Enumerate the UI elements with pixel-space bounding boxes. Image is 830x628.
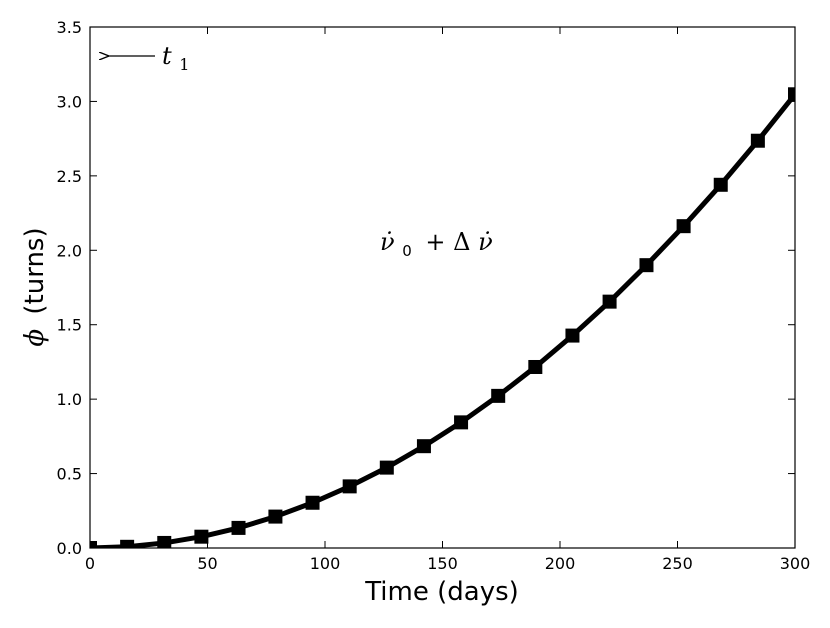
data-point-marker	[231, 520, 246, 535]
data-point-marker	[528, 359, 543, 374]
data-point-marker	[788, 87, 795, 102]
data-point-marker	[157, 535, 172, 548]
x-tick-label: 100	[310, 554, 341, 573]
y-tick-label: 0.5	[57, 465, 82, 484]
series-layer	[90, 87, 795, 548]
x-tick-label: 50	[197, 554, 217, 573]
t1-label-var: t	[162, 42, 172, 70]
data-point-marker	[750, 133, 765, 148]
series-line	[90, 92, 795, 548]
y-tick-label: 2.0	[57, 241, 82, 260]
y-tick-label: 1.0	[57, 390, 82, 409]
x-axis-title: Time (days)	[364, 577, 519, 607]
formula-annotation: ν̇ 0 + Δ ν̇	[380, 228, 493, 262]
x-tick-label: 250	[662, 554, 693, 573]
t1-label: t 1	[162, 42, 189, 74]
formula-nu-dot: ν̇	[380, 228, 395, 256]
data-point-marker	[639, 258, 654, 273]
y-axis-title-unit: (turns)	[20, 227, 50, 314]
t1-label-sub: 1	[179, 55, 189, 74]
series-group	[90, 87, 795, 548]
data-point-marker	[713, 177, 728, 192]
data-point-marker	[491, 388, 506, 403]
x-tick-label: 300	[780, 554, 811, 573]
data-point-marker	[268, 509, 283, 524]
data-point-marker	[454, 415, 469, 430]
data-point-marker	[416, 439, 431, 454]
data-point-marker	[565, 328, 580, 343]
y-axis-title: ϕ (turns)	[20, 227, 50, 346]
t1-arrow-annotation: t 1	[108, 42, 189, 74]
data-point-marker	[602, 294, 617, 309]
formula-nu-dot-2: ν̇	[478, 228, 493, 256]
y-tick-label: 1.5	[57, 316, 82, 335]
data-point-marker	[120, 539, 135, 548]
y-tick-label: 0.0	[57, 539, 82, 558]
y-tick-label: 3.5	[57, 18, 82, 37]
y-tick-label: 2.5	[57, 167, 82, 186]
data-point-marker	[90, 541, 97, 548]
data-point-marker	[194, 529, 209, 544]
x-tick-label: 200	[545, 554, 576, 573]
y-axis-ticks: 0.0 0.5 1.0 1.5 2.0 2.5 3.0 3.5	[57, 18, 795, 558]
x-tick-label: 0	[85, 554, 95, 573]
data-point-marker	[305, 495, 320, 510]
data-point-marker	[379, 460, 394, 475]
formula-plus-delta: + Δ	[425, 228, 470, 256]
data-point-marker	[342, 479, 357, 494]
data-point-marker	[676, 219, 691, 234]
y-axis-title-symbol: ϕ	[20, 329, 50, 347]
formula-subscript: 0	[402, 242, 412, 260]
plot-area-frame	[89, 26, 796, 549]
x-tick-label: 150	[427, 554, 458, 573]
y-tick-label: 3.0	[57, 92, 82, 111]
x-axis-ticks: 0 50 100 150 200 250 300	[85, 27, 810, 573]
